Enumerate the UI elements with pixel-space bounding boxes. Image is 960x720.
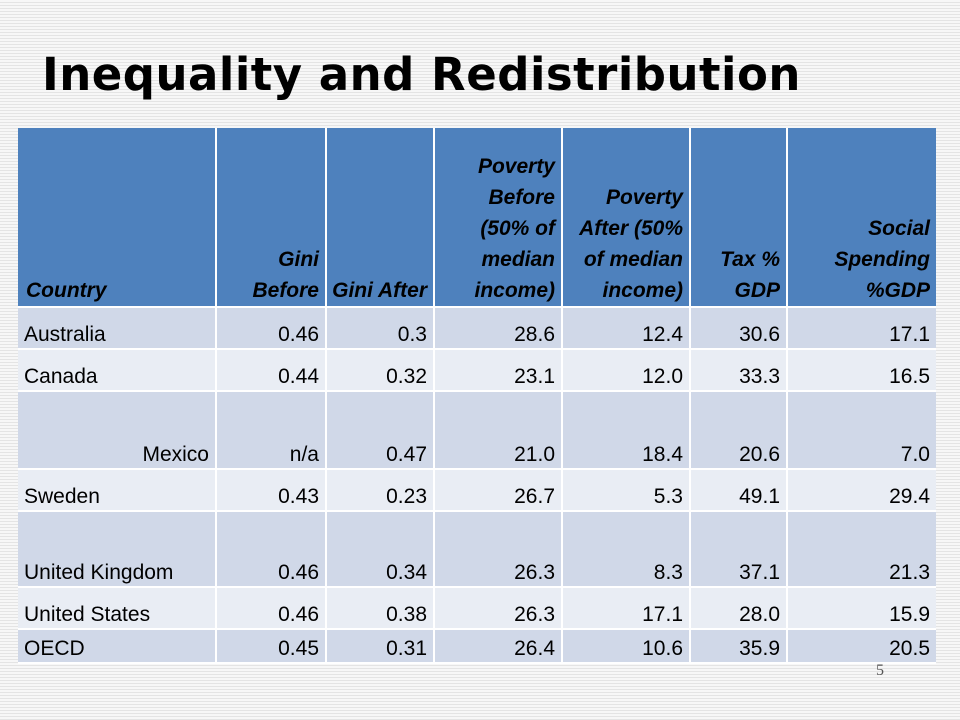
poverty-before-cell: 28.6 bbox=[433, 308, 561, 350]
country-cell: Canada bbox=[18, 350, 215, 392]
gini-after-cell: 0.34 bbox=[325, 512, 433, 588]
column-header-gini-before: Gini Before bbox=[215, 128, 325, 308]
poverty-before-cell: 26.3 bbox=[433, 588, 561, 630]
gini-after-cell: 0.38 bbox=[325, 588, 433, 630]
tax-gdp-cell: 28.0 bbox=[689, 588, 786, 630]
page-number: 5 bbox=[876, 662, 884, 679]
column-header-tax-gdp: Tax % GDP bbox=[689, 128, 786, 308]
tax-gdp-cell: 33.3 bbox=[689, 350, 786, 392]
tax-gdp-cell: 35.9 bbox=[689, 630, 786, 664]
social-spending-cell: 29.4 bbox=[786, 470, 936, 512]
poverty-before-cell: 26.4 bbox=[433, 630, 561, 664]
gini-before-cell: 0.46 bbox=[215, 308, 325, 350]
social-spending-cell: 17.1 bbox=[786, 308, 936, 350]
table-row: United States 0.46 0.38 26.3 17.1 28.0 1… bbox=[18, 588, 936, 630]
social-spending-cell: 20.5 bbox=[786, 630, 936, 664]
poverty-after-cell: 12.0 bbox=[561, 350, 689, 392]
gini-before-cell: n/a bbox=[215, 392, 325, 470]
table-row: Sweden 0.43 0.23 26.7 5.3 49.1 29.4 bbox=[18, 470, 936, 512]
tax-gdp-cell: 30.6 bbox=[689, 308, 786, 350]
column-header-social-spending: Social Spending %GDP bbox=[786, 128, 936, 308]
gini-after-cell: 0.23 bbox=[325, 470, 433, 512]
poverty-before-cell: 26.3 bbox=[433, 512, 561, 588]
poverty-before-cell: 23.1 bbox=[433, 350, 561, 392]
gini-before-cell: 0.44 bbox=[215, 350, 325, 392]
table-header-row: Country Gini Before Gini After Poverty B… bbox=[18, 128, 936, 308]
poverty-after-cell: 18.4 bbox=[561, 392, 689, 470]
tax-gdp-cell: 49.1 bbox=[689, 470, 786, 512]
table-row: OECD 0.45 0.31 26.4 10.6 35.9 20.5 bbox=[18, 630, 936, 664]
table-row: Australia 0.46 0.3 28.6 12.4 30.6 17.1 bbox=[18, 308, 936, 350]
tax-gdp-cell: 37.1 bbox=[689, 512, 786, 588]
column-header-gini-after: Gini After bbox=[325, 128, 433, 308]
country-cell: OECD bbox=[18, 630, 215, 664]
tax-gdp-cell: 20.6 bbox=[689, 392, 786, 470]
gini-after-cell: 0.31 bbox=[325, 630, 433, 664]
social-spending-cell: 16.5 bbox=[786, 350, 936, 392]
poverty-after-cell: 10.6 bbox=[561, 630, 689, 664]
gini-before-cell: 0.46 bbox=[215, 588, 325, 630]
poverty-before-cell: 26.7 bbox=[433, 470, 561, 512]
gini-before-cell: 0.43 bbox=[215, 470, 325, 512]
poverty-after-cell: 8.3 bbox=[561, 512, 689, 588]
country-cell: Mexico bbox=[18, 392, 215, 470]
poverty-after-cell: 5.3 bbox=[561, 470, 689, 512]
social-spending-cell: 15.9 bbox=[786, 588, 936, 630]
country-cell: United Kingdom bbox=[18, 512, 215, 588]
inequality-table: Country Gini Before Gini After Poverty B… bbox=[18, 128, 936, 664]
column-header-poverty-after: Poverty After (50% of median income) bbox=[561, 128, 689, 308]
poverty-before-cell: 21.0 bbox=[433, 392, 561, 470]
gini-after-cell: 0.32 bbox=[325, 350, 433, 392]
gini-after-cell: 0.3 bbox=[325, 308, 433, 350]
poverty-after-cell: 17.1 bbox=[561, 588, 689, 630]
slide-title: Inequality and Redistribution bbox=[42, 48, 801, 101]
table-row: Mexico n/a 0.47 21.0 18.4 20.6 7.0 bbox=[18, 392, 936, 470]
gini-after-cell: 0.47 bbox=[325, 392, 433, 470]
country-cell: Australia bbox=[18, 308, 215, 350]
table-row: United Kingdom 0.46 0.34 26.3 8.3 37.1 2… bbox=[18, 512, 936, 588]
social-spending-cell: 7.0 bbox=[786, 392, 936, 470]
column-header-country: Country bbox=[18, 128, 215, 308]
country-cell: United States bbox=[18, 588, 215, 630]
social-spending-cell: 21.3 bbox=[786, 512, 936, 588]
column-header-poverty-before: Poverty Before (50% of median income) bbox=[433, 128, 561, 308]
gini-before-cell: 0.45 bbox=[215, 630, 325, 664]
table-row: Canada 0.44 0.32 23.1 12.0 33.3 16.5 bbox=[18, 350, 936, 392]
poverty-after-cell: 12.4 bbox=[561, 308, 689, 350]
gini-before-cell: 0.46 bbox=[215, 512, 325, 588]
country-cell: Sweden bbox=[18, 470, 215, 512]
